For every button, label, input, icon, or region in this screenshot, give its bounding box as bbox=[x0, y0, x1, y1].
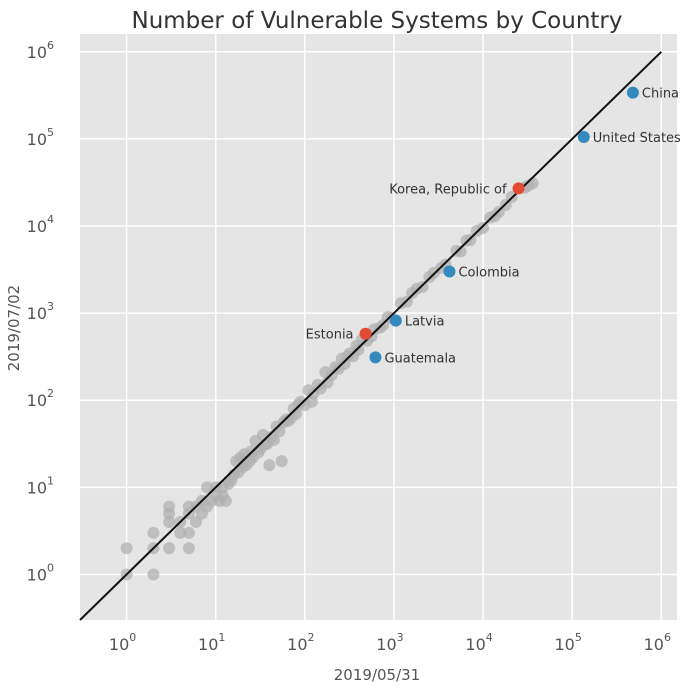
point-label: Estonia bbox=[306, 328, 354, 343]
point-label: China bbox=[642, 87, 679, 102]
data-point bbox=[147, 526, 160, 539]
y-tick-base: 10 bbox=[27, 391, 47, 410]
data-point bbox=[275, 455, 288, 468]
x-axis-label: 2019/05/31 bbox=[334, 666, 420, 684]
x-tick-label: 103 bbox=[376, 631, 403, 654]
point-label: Guatemala bbox=[384, 351, 456, 366]
y-tick-exponent: 0 bbox=[47, 561, 54, 574]
data-point bbox=[163, 516, 176, 529]
x-tick-base: 10 bbox=[198, 635, 218, 654]
highlighted-point bbox=[626, 86, 639, 99]
y-tick-label: 100 bbox=[27, 561, 54, 584]
data-point bbox=[201, 481, 214, 494]
y-tick-label: 101 bbox=[27, 474, 54, 497]
y-tick-label: 105 bbox=[27, 126, 54, 149]
x-tick-labels: 100 101 102 103 104 105 106 bbox=[109, 631, 671, 654]
highlighted-point bbox=[389, 314, 402, 327]
x-tick-base: 10 bbox=[644, 635, 664, 654]
x-tick-base: 10 bbox=[555, 635, 575, 654]
point-label: United States bbox=[593, 131, 681, 146]
highlighted-point bbox=[443, 265, 456, 278]
point-label: Latvia bbox=[405, 315, 445, 330]
x-tick-exponent: 6 bbox=[664, 631, 671, 644]
data-point bbox=[477, 221, 490, 234]
y-tick-label: 102 bbox=[27, 387, 54, 410]
y-tick-exponent: 3 bbox=[47, 300, 54, 313]
x-tick-exponent: 1 bbox=[218, 631, 225, 644]
x-tick-label: 102 bbox=[287, 631, 314, 654]
y-axis-label: 2019/07/02 bbox=[5, 285, 23, 371]
y-tick-base: 10 bbox=[27, 43, 47, 62]
y-tick-exponent: 4 bbox=[47, 213, 54, 226]
x-tick-label: 105 bbox=[555, 631, 582, 654]
data-point bbox=[182, 542, 195, 555]
x-tick-exponent: 3 bbox=[397, 631, 404, 644]
data-point bbox=[147, 568, 160, 581]
data-point bbox=[120, 542, 133, 555]
y-tick-exponent: 6 bbox=[47, 39, 54, 52]
point-label: Korea, Republic of bbox=[389, 182, 507, 197]
x-tick-label: 101 bbox=[198, 631, 225, 654]
highlighted-point bbox=[359, 327, 372, 340]
y-tick-exponent: 5 bbox=[47, 126, 54, 139]
x-tick-base: 10 bbox=[376, 635, 396, 654]
x-tick-base: 10 bbox=[109, 635, 129, 654]
y-tick-label: 103 bbox=[27, 300, 54, 323]
y-tick-base: 10 bbox=[27, 304, 47, 323]
y-tick-base: 10 bbox=[27, 478, 47, 497]
highlighted-point bbox=[512, 182, 525, 195]
data-point bbox=[219, 494, 232, 507]
x-tick-exponent: 5 bbox=[575, 631, 582, 644]
highlighted-points: China United States Korea, Republic of Colo… bbox=[306, 86, 681, 366]
data-point bbox=[182, 526, 195, 539]
grid-lines bbox=[80, 34, 677, 620]
data-point bbox=[163, 500, 176, 513]
data-point bbox=[163, 542, 176, 555]
data-point bbox=[454, 245, 467, 258]
data-point bbox=[189, 516, 202, 529]
highlighted-point bbox=[369, 351, 382, 364]
data-point bbox=[263, 459, 276, 472]
x-tick-exponent: 4 bbox=[486, 631, 493, 644]
x-tick-exponent: 2 bbox=[308, 631, 315, 644]
data-point bbox=[267, 433, 280, 446]
data-point bbox=[352, 343, 365, 356]
y-tick-label: 106 bbox=[27, 39, 54, 62]
point-label: Colombia bbox=[458, 266, 519, 281]
y-tick-base: 10 bbox=[27, 217, 47, 236]
data-point bbox=[416, 280, 429, 293]
y-tick-base: 10 bbox=[27, 130, 47, 149]
y-tick-base: 10 bbox=[27, 565, 47, 584]
data-point bbox=[464, 234, 477, 247]
x-tick-exponent: 0 bbox=[129, 631, 136, 644]
data-point bbox=[174, 526, 187, 539]
y-tick-label: 104 bbox=[27, 213, 54, 236]
data-point bbox=[526, 177, 539, 190]
y-tick-exponent: 2 bbox=[47, 387, 54, 400]
x-tick-base: 10 bbox=[465, 635, 485, 654]
chart-title: Number of Vulnerable Systems by Country bbox=[131, 8, 622, 34]
x-tick-label: 100 bbox=[109, 631, 136, 654]
x-tick-base: 10 bbox=[287, 635, 307, 654]
y-tick-exponent: 1 bbox=[47, 474, 54, 487]
x-tick-label: 106 bbox=[644, 631, 671, 654]
highlighted-point bbox=[577, 131, 590, 144]
x-tick-label: 104 bbox=[465, 631, 492, 654]
